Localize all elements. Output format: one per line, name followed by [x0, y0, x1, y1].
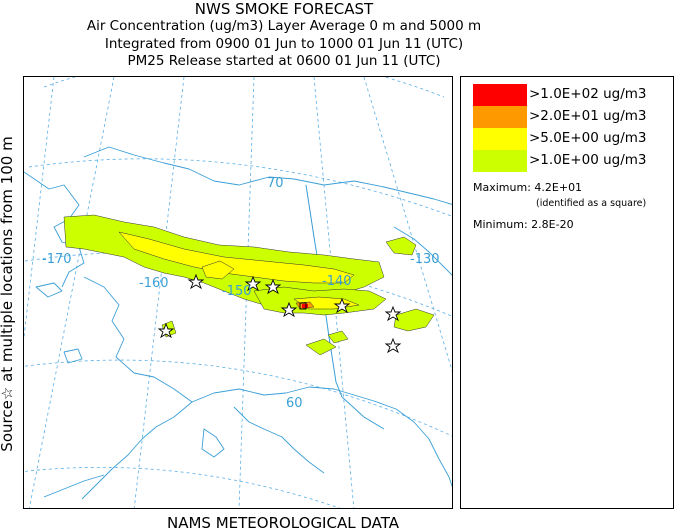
source-star-1	[187, 273, 205, 290]
chart-subtitle-concentration: Air Concentration (ug/m3) Layer Average …	[86, 18, 482, 34]
legend-maximum-note: (identified as a square)	[536, 198, 647, 209]
source-star-4	[280, 301, 298, 318]
coastline-canada	[393, 226, 452, 276]
source-markers	[157, 273, 402, 354]
coastline-kodiak	[201, 428, 225, 458]
plume-east-patch	[385, 236, 417, 256]
legend-panel: >1.0E+02 ug/m3 >2.0E+01 ug/m3 >5.0E+00 u…	[460, 76, 674, 509]
coastline-west-chukotka	[24, 171, 85, 288]
source-star-2	[244, 275, 262, 292]
source-star-5	[333, 297, 351, 314]
lon-label-170: -170	[42, 252, 72, 267]
legend-item-4: >1.0E+00 ug/m3	[473, 150, 673, 172]
source-star-3	[264, 278, 282, 295]
lon-label-130: -130	[410, 252, 440, 267]
plume-southeast-patch	[393, 308, 435, 332]
legend-maximum: Maximum: 4.2E+01	[473, 181, 583, 194]
us-canada-border	[305, 184, 385, 430]
lat-label-70: 70	[267, 176, 284, 191]
plume-gulf-patch-1	[305, 338, 337, 356]
plume-band-yellow	[118, 231, 355, 284]
map-panel: -170 -160 -150 -140 -130 70 60	[23, 76, 453, 509]
chart-title: NWS SMOKE FORECAST	[194, 0, 374, 18]
coastline-alaska-west	[81, 276, 193, 500]
meteorological-data-label: NAMS METEOROLOGICAL DATA	[167, 514, 399, 532]
chart-subtitle-integration: Integrated from 0900 01 Jun to 1000 01 J…	[104, 36, 464, 52]
latitude-line-60	[24, 359, 452, 437]
coastlines	[24, 146, 452, 500]
chart-subtitle-release: PM25 Release started at 0600 01 Jun 11 (…	[127, 53, 441, 69]
legend-swatch-orange	[473, 106, 527, 128]
coastline-kenai-islands	[233, 406, 325, 474]
legend-item-3: >5.0E+00 ug/m3	[473, 128, 673, 150]
lon-label-140: -140	[322, 274, 352, 289]
legend-item-1: >1.0E+02 ug/m3	[473, 84, 673, 106]
map-canvas: -170 -160 -150 -140 -130 70 60	[24, 77, 452, 508]
legend-label-3: >5.0E+00 ug/m3	[529, 130, 647, 146]
smoke-plume	[63, 214, 435, 356]
plume-central-patch	[201, 260, 235, 280]
longitude-line-130	[363, 77, 452, 372]
coastline-st-lawrence	[35, 282, 63, 298]
longitude-line-160	[133, 77, 185, 508]
longitude-line-180	[24, 77, 55, 341]
latitude-line-55	[24, 466, 341, 508]
legend-swatch-red	[473, 84, 527, 106]
longitude-line-170	[28, 77, 115, 508]
graticule	[24, 77, 452, 508]
plume-gulf-patch-2	[327, 330, 349, 344]
lat-label-60: 60	[286, 396, 303, 411]
latitude-line-75	[43, 77, 445, 98]
legend-swatch-yellow	[473, 128, 527, 150]
source-height-label: Source☆ at multiple locations from 100 m	[0, 136, 16, 452]
source-star-6	[384, 305, 402, 322]
coastline-alaska-south	[191, 386, 452, 488]
plume-red-core	[302, 304, 308, 308]
legend-minimum: Minimum: 2.8E-20	[473, 218, 574, 231]
coastline-arctic-north	[83, 146, 452, 205]
coastline-nunivak	[63, 348, 83, 364]
coastline-aleutian-arc	[43, 474, 105, 498]
legend-label-4: >1.0E+00 ug/m3	[529, 152, 647, 168]
legend-swatch-lightgreen	[473, 150, 527, 172]
source-star-7	[384, 337, 402, 354]
lon-label-150: -150	[222, 284, 252, 299]
legend-label-2: >2.0E+01 ug/m3	[529, 108, 647, 124]
source-star-8	[157, 322, 175, 339]
lon-label-160: -160	[139, 276, 169, 291]
latitude-line-70	[28, 158, 452, 217]
legend-label-1: >1.0E+02 ug/m3	[529, 86, 647, 102]
maximum-square-marker	[299, 302, 307, 310]
legend-item-2: >2.0E+01 ug/m3	[473, 106, 673, 128]
